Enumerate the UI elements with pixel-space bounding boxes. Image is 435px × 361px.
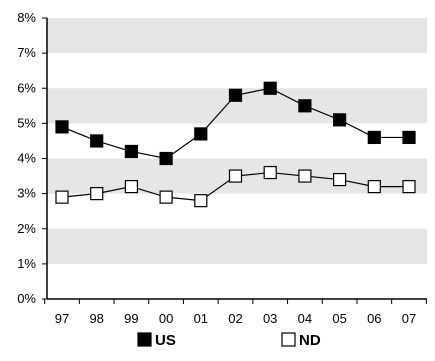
legend-marker bbox=[137, 332, 152, 347]
x-axis-ticks: 97 98 99 00 01 02 03 04 05 06 07 bbox=[44, 299, 427, 326]
x-tick-label: 00 bbox=[159, 311, 173, 326]
data-point bbox=[194, 194, 208, 208]
y-tick-label: 2% bbox=[17, 221, 36, 236]
legend-label: US bbox=[155, 332, 176, 349]
data-point bbox=[367, 130, 381, 145]
data-point bbox=[228, 169, 243, 183]
data-point bbox=[55, 120, 69, 134]
series-us bbox=[55, 81, 416, 166]
data-point bbox=[124, 180, 139, 194]
legend-label: ND bbox=[299, 332, 321, 349]
data-point bbox=[194, 127, 208, 141]
x-tick-label: 05 bbox=[332, 311, 346, 326]
data-point bbox=[402, 180, 416, 194]
x-tick-label: 02 bbox=[228, 311, 242, 326]
data-point bbox=[402, 130, 416, 145]
y-tick-label: 6% bbox=[17, 80, 36, 95]
y-tick-label: 0% bbox=[17, 291, 36, 306]
x-tick-label: 06 bbox=[367, 311, 381, 326]
data-point bbox=[367, 180, 381, 194]
y-tick-label: 4% bbox=[17, 151, 36, 166]
x-tick-label: 97 bbox=[55, 311, 69, 326]
series-group bbox=[55, 81, 416, 208]
x-tick-label: 07 bbox=[402, 311, 416, 326]
data-point bbox=[333, 172, 347, 187]
data-point bbox=[159, 190, 173, 204]
data-point bbox=[159, 151, 173, 166]
series-nd bbox=[55, 165, 416, 208]
y-tick-label: 8% bbox=[17, 10, 36, 25]
data-point bbox=[263, 81, 277, 95]
y-tick-label: 7% bbox=[17, 45, 36, 60]
data-point bbox=[124, 144, 139, 159]
y-axis-ticks: 0% 1% 2% 3% 4% 5% 6% 7% 8% bbox=[17, 10, 47, 306]
x-tick-label: 03 bbox=[263, 311, 277, 326]
x-tick-label: 99 bbox=[124, 311, 138, 326]
data-point bbox=[333, 113, 347, 127]
x-tick-label: 01 bbox=[194, 311, 208, 326]
y-tick-label: 3% bbox=[17, 186, 36, 201]
legend-marker bbox=[281, 332, 296, 347]
data-point bbox=[228, 88, 243, 102]
x-tick-label: 98 bbox=[89, 311, 103, 326]
legend: US ND bbox=[137, 332, 321, 349]
x-tick-label: 04 bbox=[298, 311, 312, 326]
band-7-8 bbox=[47, 18, 427, 54]
band-1-2 bbox=[47, 228, 427, 264]
data-point bbox=[90, 134, 104, 148]
data-point bbox=[298, 99, 312, 113]
data-point bbox=[90, 187, 104, 201]
y-tick-label: 5% bbox=[17, 115, 36, 130]
data-point bbox=[263, 165, 277, 180]
y-tick-label: 1% bbox=[17, 256, 36, 271]
data-point bbox=[298, 169, 312, 183]
data-point bbox=[55, 190, 69, 204]
